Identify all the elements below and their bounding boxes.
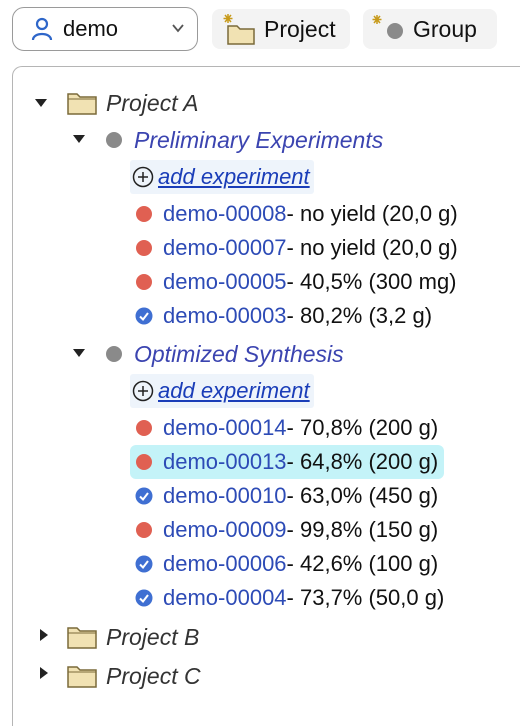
- status-failed-icon: [136, 274, 152, 290]
- new-folder-icon: [223, 14, 255, 45]
- chevron-down-icon: [172, 24, 184, 33]
- collapsed-triangle-icon[interactable]: [37, 628, 51, 642]
- experiment-row[interactable]: demo-00008 - no yield (20,0 g): [135, 197, 458, 231]
- experiment-row[interactable]: demo-00007 - no yield (20,0 g): [135, 231, 458, 265]
- experiment-id: demo-00004: [163, 585, 287, 610]
- user-select[interactable]: demo: [12, 7, 198, 51]
- status-failed-icon: [136, 420, 152, 436]
- expand-triangle-icon[interactable]: [72, 346, 86, 360]
- add-experiment-link[interactable]: add experiment: [158, 378, 310, 403]
- add-experiment-link[interactable]: add experiment: [158, 164, 310, 189]
- experiment-row[interactable]: demo-00003 - 80,2% (3,2 g): [135, 299, 432, 333]
- folder-icon: [67, 627, 97, 649]
- user-icon: [31, 17, 53, 41]
- add-experiment-button[interactable]: add experiment: [130, 160, 314, 194]
- status-failed-icon: [136, 454, 152, 470]
- experiment-detail: - 70,8% (200 g): [286, 415, 439, 440]
- folder-icon: [67, 93, 97, 115]
- tree-project-b[interactable]: Project B: [66, 620, 199, 654]
- experiment-row[interactable]: demo-00006 - 42,6% (100 g): [135, 547, 438, 581]
- experiment-row[interactable]: demo-00010 - 63,0% (450 g): [135, 479, 438, 513]
- status-done-icon: [135, 555, 153, 573]
- add-circle-icon: [132, 166, 154, 188]
- experiment-row[interactable]: demo-00014 - 70,8% (200 g): [135, 411, 438, 445]
- experiment-detail: - no yield (20,0 g): [286, 201, 458, 226]
- status-failed-icon: [136, 206, 152, 222]
- folder-icon: [67, 666, 97, 688]
- status-done-icon: [135, 307, 153, 325]
- experiment-id: demo-00007: [163, 235, 287, 260]
- project-name: Project C: [106, 662, 201, 689]
- toolbar: demo Project Group: [0, 0, 520, 64]
- experiment-detail: - 40,5% (300 mg): [286, 269, 457, 294]
- experiment-row[interactable]: demo-00005 - 40,5% (300 mg): [135, 265, 457, 299]
- experiment-detail: - no yield (20,0 g): [286, 235, 458, 260]
- project-name: Project B: [106, 623, 200, 650]
- user-select-value: demo: [63, 16, 119, 41]
- experiment-detail: - 42,6% (100 g): [286, 551, 439, 576]
- group-dot-icon: [106, 346, 122, 362]
- new-project-label: Project: [264, 15, 336, 42]
- tree-project-c[interactable]: Project C: [66, 659, 201, 693]
- project-tree: Project A Preliminary Experiments add ex…: [12, 66, 520, 726]
- expand-triangle-icon[interactable]: [72, 132, 86, 146]
- add-experiment-button[interactable]: add experiment: [130, 374, 314, 408]
- add-circle-icon: [132, 380, 154, 402]
- group-name: Optimized Synthesis: [134, 340, 344, 367]
- experiment-row-selected[interactable]: demo-00013 - 64,8% (200 g): [130, 445, 445, 479]
- new-group-button[interactable]: Group: [363, 9, 497, 49]
- experiment-detail: - 63,0% (450 g): [286, 483, 439, 508]
- experiment-detail: - 80,2% (3,2 g): [286, 303, 433, 328]
- status-failed-icon: [136, 240, 152, 256]
- experiment-row[interactable]: demo-00009 - 99,8% (150 g): [135, 513, 438, 547]
- tree-group-optimized[interactable]: Optimized Synthesis: [106, 337, 344, 371]
- group-dot-icon: [106, 132, 122, 148]
- experiment-row[interactable]: demo-00004 - 73,7% (50,0 g): [135, 581, 444, 615]
- new-group-icon: [372, 15, 403, 39]
- collapsed-triangle-icon[interactable]: [37, 666, 51, 680]
- experiment-id: demo-00009: [163, 517, 287, 542]
- experiment-detail: - 99,8% (150 g): [286, 517, 439, 542]
- new-project-button[interactable]: Project: [212, 9, 350, 49]
- experiment-id: demo-00010: [163, 483, 287, 508]
- group-name: Preliminary Experiments: [134, 126, 384, 153]
- tree-group-preliminary[interactable]: Preliminary Experiments: [106, 123, 383, 157]
- experiment-id: demo-00005: [163, 269, 287, 294]
- experiment-id: demo-00003: [163, 303, 287, 328]
- experiment-id: demo-00013: [163, 449, 287, 474]
- experiment-detail: - 64,8% (200 g): [286, 449, 439, 474]
- new-group-label: Group: [413, 15, 477, 42]
- tree-project-a[interactable]: Project A: [66, 86, 198, 120]
- experiment-id: demo-00006: [163, 551, 287, 576]
- experiment-detail: - 73,7% (50,0 g): [286, 585, 445, 610]
- experiment-id: demo-00014: [163, 415, 287, 440]
- status-done-icon: [135, 487, 153, 505]
- status-failed-icon: [136, 522, 152, 538]
- expand-triangle-icon[interactable]: [34, 96, 48, 110]
- status-done-icon: [135, 589, 153, 607]
- experiment-id: demo-00008: [163, 201, 287, 226]
- project-name: Project A: [106, 89, 199, 116]
